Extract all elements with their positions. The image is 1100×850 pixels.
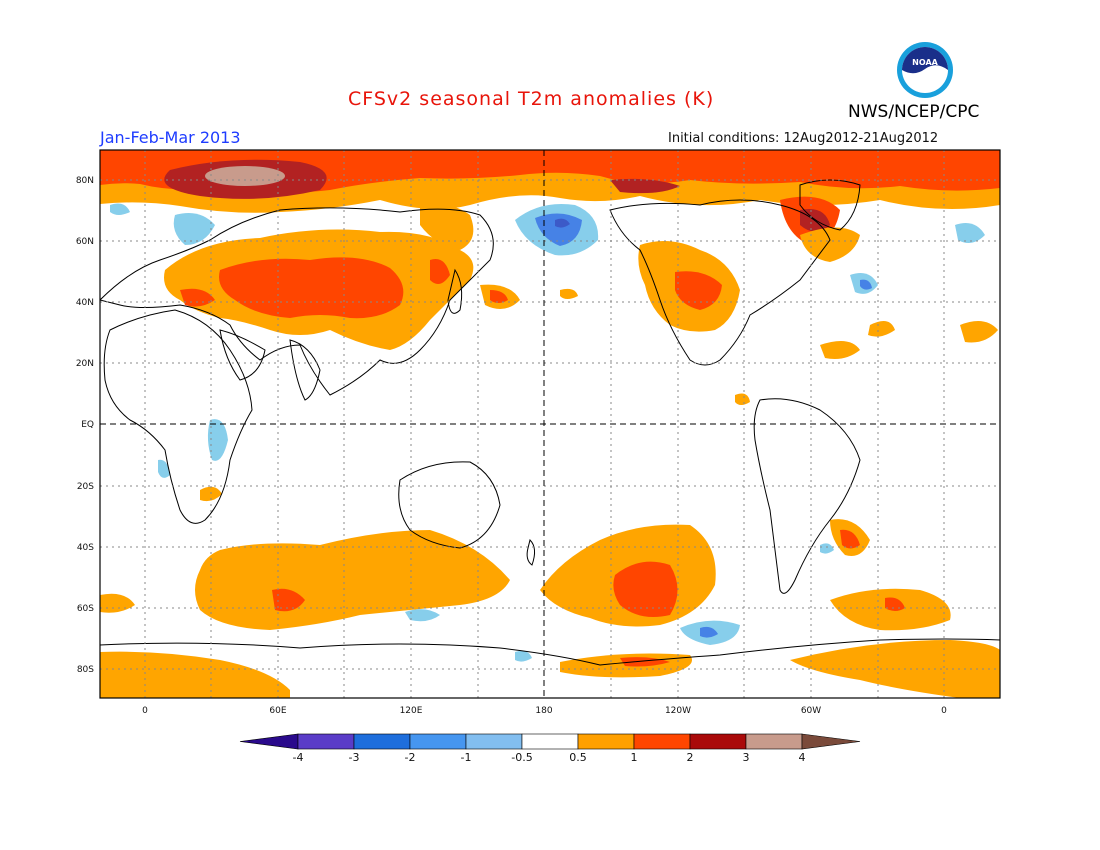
initial-conditions: Initial conditions: 12Aug2012-21Aug2012 [668,131,939,146]
colorbar-swatch [633,733,691,750]
colorbar-swatch [745,733,803,750]
colorbar-label: 4 [799,751,806,764]
lat-label: 80S [77,665,94,675]
lon-label: 60W [801,706,821,716]
lat-label: 40N [76,298,94,308]
lat-labels: 80N 60N 40N 20N EQ 20S 40S 60S 80S [76,176,94,675]
noaa-logo-bird [902,47,948,74]
forecast-period: Jan-Feb-Mar 2013 [100,128,241,147]
colorbar-swatch [465,733,523,750]
colorbar-label: -2 [405,751,416,764]
map-area [100,150,1000,698]
colorbar-label: 1 [631,751,638,764]
colorbar-label: -3 [349,751,360,764]
lon-label: 120E [400,706,423,716]
anomaly-south-warm [100,524,1000,698]
lon-label: 0 [142,706,148,716]
colorbar-swatch [521,733,579,750]
lat-label: 20N [76,359,94,369]
graticule [100,150,1000,698]
lon-labels: 0 60E 120E 180 120W 60W 0 [142,706,947,716]
colorbar-swatch [689,733,747,750]
colorbar: -4 -3 -2 -1 -0.5 0.5 1 2 3 4 [239,733,861,764]
coastlines [100,179,1000,666]
lat-label: 80N [76,176,94,186]
colorbar-label: 3 [743,751,750,764]
lat-label: 40S [77,543,94,553]
colorbar-arrow-low [239,733,299,750]
noaa-logo: NOAA [897,42,953,98]
colorbar-swatch [577,733,635,750]
lon-label: 0 [941,706,947,716]
colorbar-label: 2 [687,751,694,764]
lat-label: 20S [77,482,94,492]
lon-label: 60E [269,706,286,716]
colorbar-swatch [353,733,411,750]
noaa-logo-text: NOAA [912,58,938,67]
lat-label: EQ [81,420,94,430]
colorbar-label: -1 [461,751,472,764]
lon-label: 180 [535,706,552,716]
lat-label: 60S [77,604,94,614]
colorbar-arrow-high [801,733,861,750]
lon-label: 120W [665,706,691,716]
colorbar-swatch [409,733,467,750]
colorbar-swatch [297,733,355,750]
colorbar-label: -4 [293,751,304,764]
lat-label: 60N [76,237,94,247]
map-frame [99,149,1001,699]
anomaly-eurasia-warm [164,203,520,350]
colorbar-label: -0.5 [511,751,532,764]
colorbar-label: 0.5 [569,751,587,764]
agency-label: NWS/NCEP/CPC [848,102,980,122]
equator-dateline [100,150,1000,698]
anomaly-cold [110,203,985,662]
chart-title: CFSv2 seasonal T2m anomalies (K) [348,88,715,110]
